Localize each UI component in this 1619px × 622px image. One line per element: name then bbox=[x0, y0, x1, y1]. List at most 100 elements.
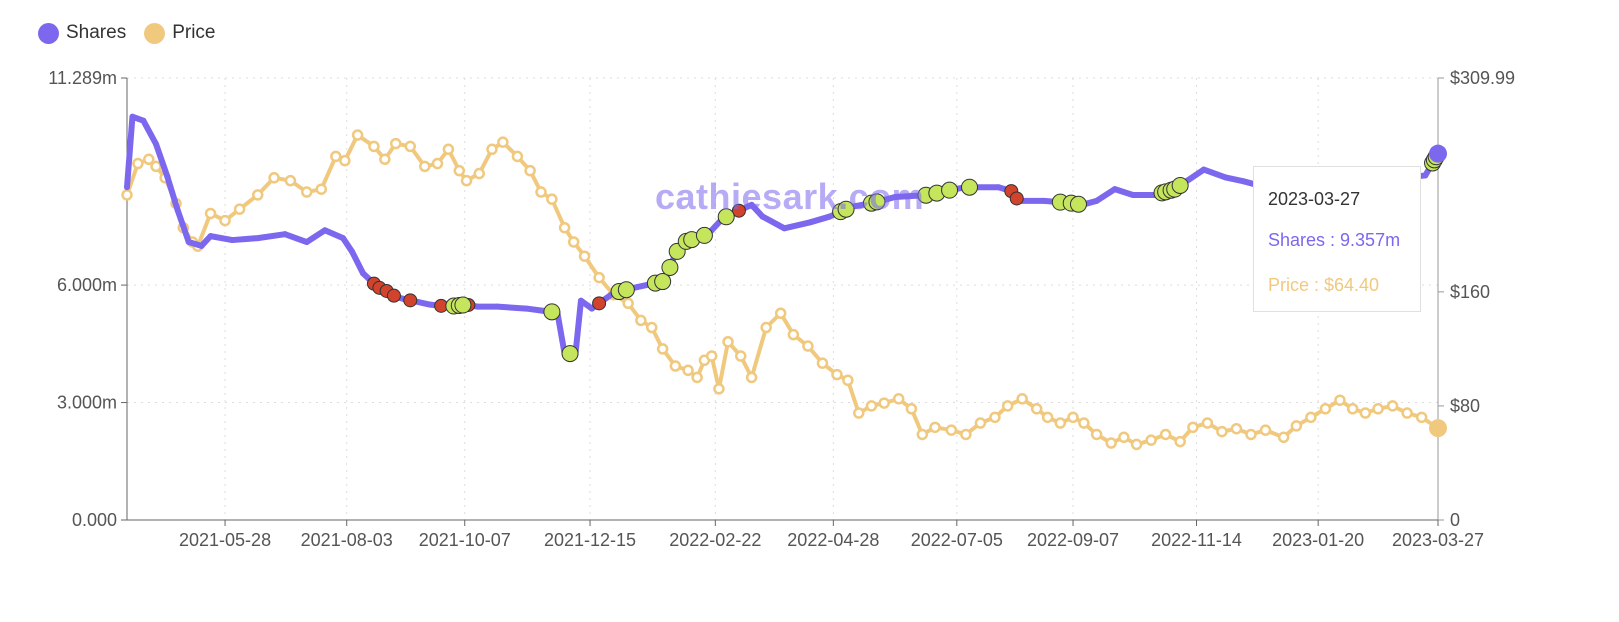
shares-point bbox=[281, 231, 288, 238]
sell-marker bbox=[731, 203, 746, 218]
price-point bbox=[1030, 403, 1043, 415]
x-tick-label: 2022-07-05 bbox=[911, 530, 1003, 550]
price-point bbox=[1372, 403, 1384, 415]
buy-marker bbox=[561, 345, 579, 363]
shares-point bbox=[124, 184, 130, 191]
price-point bbox=[132, 157, 144, 170]
price-point bbox=[1230, 422, 1243, 435]
price-point bbox=[524, 164, 536, 177]
y-right-tick-label: $309.99 bbox=[1450, 68, 1515, 88]
series-shares bbox=[124, 113, 1445, 363]
buy-marker bbox=[661, 258, 679, 276]
price-point bbox=[656, 343, 669, 355]
shares-point bbox=[806, 219, 813, 226]
shares-point bbox=[1040, 197, 1047, 204]
y-left-tick-label: 6.000m bbox=[57, 275, 117, 295]
price-point bbox=[330, 150, 342, 163]
buy-marker bbox=[695, 226, 713, 244]
x-tick-label: 2021-10-07 bbox=[419, 530, 511, 550]
buy-marker bbox=[1171, 176, 1189, 194]
shares-point bbox=[1111, 186, 1118, 193]
shares-point bbox=[1093, 197, 1100, 204]
price-point bbox=[351, 129, 364, 141]
sell-marker bbox=[386, 288, 401, 303]
price-point bbox=[1145, 434, 1157, 446]
price-point bbox=[691, 371, 703, 384]
price-point bbox=[1067, 411, 1079, 424]
price-point bbox=[1386, 400, 1399, 412]
y-right-tick-label: 0 bbox=[1450, 510, 1460, 530]
shares-point bbox=[474, 303, 481, 310]
legend-label-shares: Shares bbox=[66, 22, 127, 43]
y-right-tick-label: $160 bbox=[1450, 282, 1490, 302]
price-point bbox=[1290, 420, 1303, 432]
price-point bbox=[339, 154, 351, 167]
shares-point bbox=[185, 239, 192, 246]
price-point bbox=[431, 157, 444, 170]
watermark: cathiesark.com bbox=[655, 176, 925, 217]
price-point bbox=[1041, 411, 1054, 424]
buy-marker bbox=[454, 296, 472, 314]
price-point bbox=[1305, 411, 1317, 424]
price-point bbox=[473, 167, 486, 180]
y-right-tick-label: $80 bbox=[1450, 396, 1480, 416]
shares-point bbox=[1240, 178, 1247, 185]
price-point bbox=[1259, 424, 1272, 436]
shares-point bbox=[349, 248, 356, 255]
price-point bbox=[1001, 400, 1014, 412]
legend-label-price: Price bbox=[172, 22, 216, 43]
price-point bbox=[669, 360, 682, 372]
legend-item-price[interactable]: Price bbox=[144, 22, 216, 44]
price-point bbox=[916, 428, 929, 441]
price-point bbox=[150, 160, 162, 173]
shares-point bbox=[826, 213, 833, 220]
legend-item-shares[interactable]: Shares bbox=[38, 22, 126, 44]
price-point bbox=[1187, 421, 1199, 434]
price-point bbox=[1401, 407, 1413, 419]
price-point bbox=[268, 172, 280, 184]
price-point bbox=[558, 221, 571, 234]
price-point bbox=[1105, 437, 1117, 449]
price-point bbox=[511, 150, 524, 163]
shares-point bbox=[995, 184, 1002, 191]
price-point bbox=[842, 374, 854, 387]
legend-marker-price bbox=[144, 22, 166, 44]
y-left-tick-label: 0.000 bbox=[72, 510, 117, 530]
price-point bbox=[497, 136, 509, 148]
price-point bbox=[802, 340, 814, 352]
price-point bbox=[989, 411, 1001, 424]
price-point bbox=[442, 143, 455, 156]
price-point bbox=[251, 189, 264, 201]
buy-marker bbox=[543, 303, 561, 321]
price-point bbox=[1016, 393, 1028, 405]
price-point bbox=[622, 297, 634, 310]
shares-point bbox=[153, 141, 160, 148]
x-tick-label: 2022-11-14 bbox=[1151, 530, 1242, 550]
price-point bbox=[960, 428, 972, 441]
price-point bbox=[593, 271, 605, 284]
price-point bbox=[460, 174, 473, 187]
price-point bbox=[486, 143, 498, 156]
shares-point bbox=[1129, 192, 1136, 199]
price-point bbox=[1334, 394, 1346, 406]
price-point bbox=[713, 383, 725, 395]
price-point bbox=[1130, 438, 1143, 451]
buy-marker bbox=[961, 178, 979, 196]
shares-point bbox=[207, 233, 214, 240]
y-left-tick-label: 11.289m bbox=[48, 68, 117, 88]
price-point bbox=[787, 328, 800, 341]
shares-point bbox=[577, 297, 584, 304]
price-point bbox=[682, 364, 694, 377]
tooltip: 2023-03-27 Shares : 9.357m Price : $64.4… bbox=[1253, 166, 1421, 312]
x-tick-label: 2021-08-03 bbox=[301, 530, 393, 550]
price-point bbox=[646, 321, 658, 334]
y-left-tick-label: 3.000m bbox=[57, 393, 117, 413]
sell-marker bbox=[1009, 191, 1024, 206]
price-point bbox=[143, 153, 155, 166]
price-point bbox=[204, 207, 217, 220]
price-point bbox=[1090, 428, 1103, 441]
x-tick-label: 2023-03-27 bbox=[1392, 530, 1484, 550]
price-point bbox=[1359, 407, 1372, 419]
